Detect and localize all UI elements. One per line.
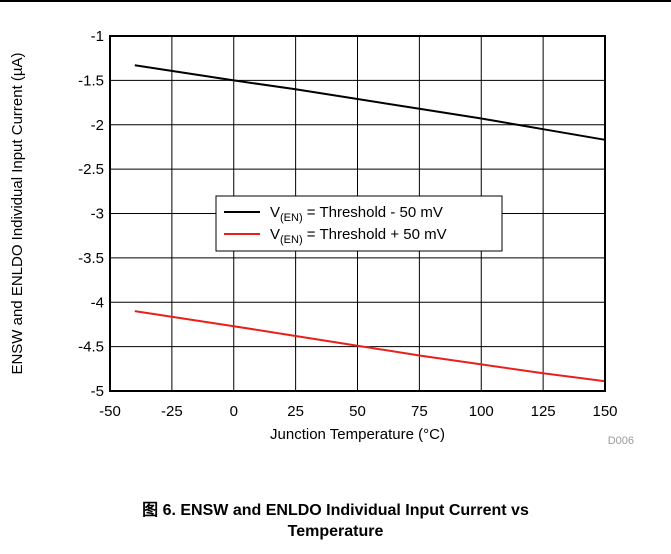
y-tick-label: -2.5 xyxy=(78,161,104,178)
legend-label-1: V(EN) = Threshold - 50 mV xyxy=(270,204,443,224)
x-axis-title: Junction Temperature (°C) xyxy=(270,426,445,443)
series-lines xyxy=(134,64,606,383)
tick-labels: -50 -25 0 25 50 75 100 125 150 -1 -1.5 -2 -2.5 -3 -3.5… xyxy=(78,28,617,420)
x-tick-label: 25 xyxy=(287,403,304,420)
x-tick-label: -50 xyxy=(99,403,121,420)
y-tick-label: -4.5 xyxy=(78,339,104,356)
y-tick-label: -3 xyxy=(91,206,104,223)
y-tick-label: -2 xyxy=(91,117,104,134)
y-axis-title: ENSW and ENLDO Individual Input Current … xyxy=(9,52,26,374)
x-tick-label: 75 xyxy=(411,403,428,420)
legend-label-2: V(EN) = Threshold + 50 mV xyxy=(270,226,447,246)
legend-box xyxy=(215,195,503,252)
top-rule xyxy=(0,0,671,2)
caption-line-1: 图 6. ENSW and ENLDO Individual Input Cur… xyxy=(142,502,529,519)
legend: V(EN) = Threshold - 50 mVV(EN) = Thresho… xyxy=(215,195,503,252)
figure-caption: 图 6. ENSW and ENLDO Individual Input Cur… xyxy=(0,500,671,542)
series-line-1 xyxy=(134,64,606,141)
series-line-2 xyxy=(134,310,606,383)
x-tick-label: 150 xyxy=(592,403,617,420)
x-tick-label: 0 xyxy=(230,403,238,420)
y-tick-label: -1 xyxy=(91,28,104,45)
caption-line-2: Temperature xyxy=(287,523,384,540)
y-tick-label: -4 xyxy=(91,294,104,311)
plot-frame xyxy=(109,35,606,392)
y-tick-label: -1.5 xyxy=(78,72,104,89)
x-tick-label: 50 xyxy=(349,403,366,420)
x-tick-label: 125 xyxy=(531,403,556,420)
x-tick-label: -25 xyxy=(161,403,183,420)
x-tick-label: 100 xyxy=(469,403,494,420)
figure-id: D006 xyxy=(608,435,634,447)
y-tick-label: -3.5 xyxy=(78,250,104,267)
y-tick-label: -5 xyxy=(91,383,104,400)
